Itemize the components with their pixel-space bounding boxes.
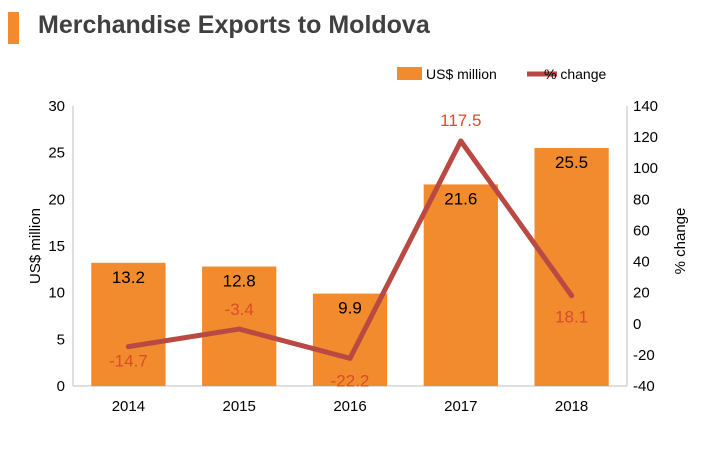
- title-accent-bar: [8, 12, 19, 44]
- y-right-tick-label: 100: [633, 160, 658, 177]
- legend-label-line: % change: [544, 66, 606, 82]
- x-tick-label: 2018: [555, 398, 588, 415]
- line-value-label: -3.4: [225, 300, 254, 319]
- y-right-tick-label: 120: [633, 129, 658, 146]
- legend-swatch-bar: [397, 67, 422, 80]
- data-labels: 13.2 12.8 9.9 21.6 25.5 -14.7 -3.4 -22.2 117.5 18…: [109, 111, 588, 390]
- bar-value-label: 13.2: [112, 268, 145, 287]
- y-right-tick-label: -40: [633, 378, 655, 395]
- axes: 0 5 10 15 20 25 30 -40 -20 0 20 40 60 80 100 120 140 2014…: [27, 98, 689, 415]
- bar: [534, 148, 609, 386]
- y-left-tick-label: 25: [48, 145, 65, 162]
- y-left-tick-label: 10: [48, 285, 65, 302]
- chart-title: Merchandise Exports to Moldova: [38, 11, 430, 39]
- legend-label-bar: US$ million: [426, 66, 497, 82]
- bar: [423, 184, 498, 386]
- line-value-label: 18.1: [555, 308, 588, 327]
- line-series: [125, 138, 575, 361]
- x-tick-label: 2014: [112, 398, 145, 415]
- bar-value-label: 21.6: [444, 189, 477, 208]
- line-value-label: -22.2: [331, 371, 370, 390]
- y-left-tick-label: 15: [48, 238, 65, 255]
- y-left-tick-label: 0: [57, 378, 65, 395]
- x-tick-label: 2015: [223, 398, 256, 415]
- y-right-axis-title: % change: [672, 208, 689, 275]
- y-right-tick-label: 80: [633, 191, 650, 208]
- bar: [202, 266, 277, 386]
- y-left-tick-label: 20: [48, 191, 65, 208]
- y-right-tick-label: -20: [633, 347, 655, 364]
- line-value-label: 117.5: [440, 111, 481, 130]
- bars: [91, 148, 609, 386]
- y-left-tick-label: 30: [48, 98, 65, 115]
- y-right-tick-label: 60: [633, 222, 650, 239]
- line-point: [569, 293, 575, 299]
- y-right-tick-label: 0: [633, 316, 641, 333]
- line-point: [458, 138, 464, 144]
- line-point: [125, 344, 131, 350]
- line-point: [236, 326, 242, 332]
- bar-value-label: 9.9: [338, 299, 362, 318]
- y-left-axis-title: US$ million: [27, 208, 44, 284]
- x-tick-label: 2017: [444, 398, 477, 415]
- line-point: [347, 355, 353, 361]
- x-tick-label: 2016: [333, 398, 366, 415]
- y-right-tick-label: 20: [633, 285, 650, 302]
- y-right-tick-label: 40: [633, 254, 650, 271]
- bar-value-label: 12.8: [223, 272, 256, 291]
- bar-value-label: 25.5: [555, 153, 588, 172]
- bar: [91, 262, 166, 386]
- line-value-label: -14.7: [109, 352, 148, 371]
- y-right-tick-label: 140: [633, 98, 658, 115]
- y-left-tick-label: 5: [57, 331, 65, 348]
- legend: US$ million % change: [397, 66, 606, 82]
